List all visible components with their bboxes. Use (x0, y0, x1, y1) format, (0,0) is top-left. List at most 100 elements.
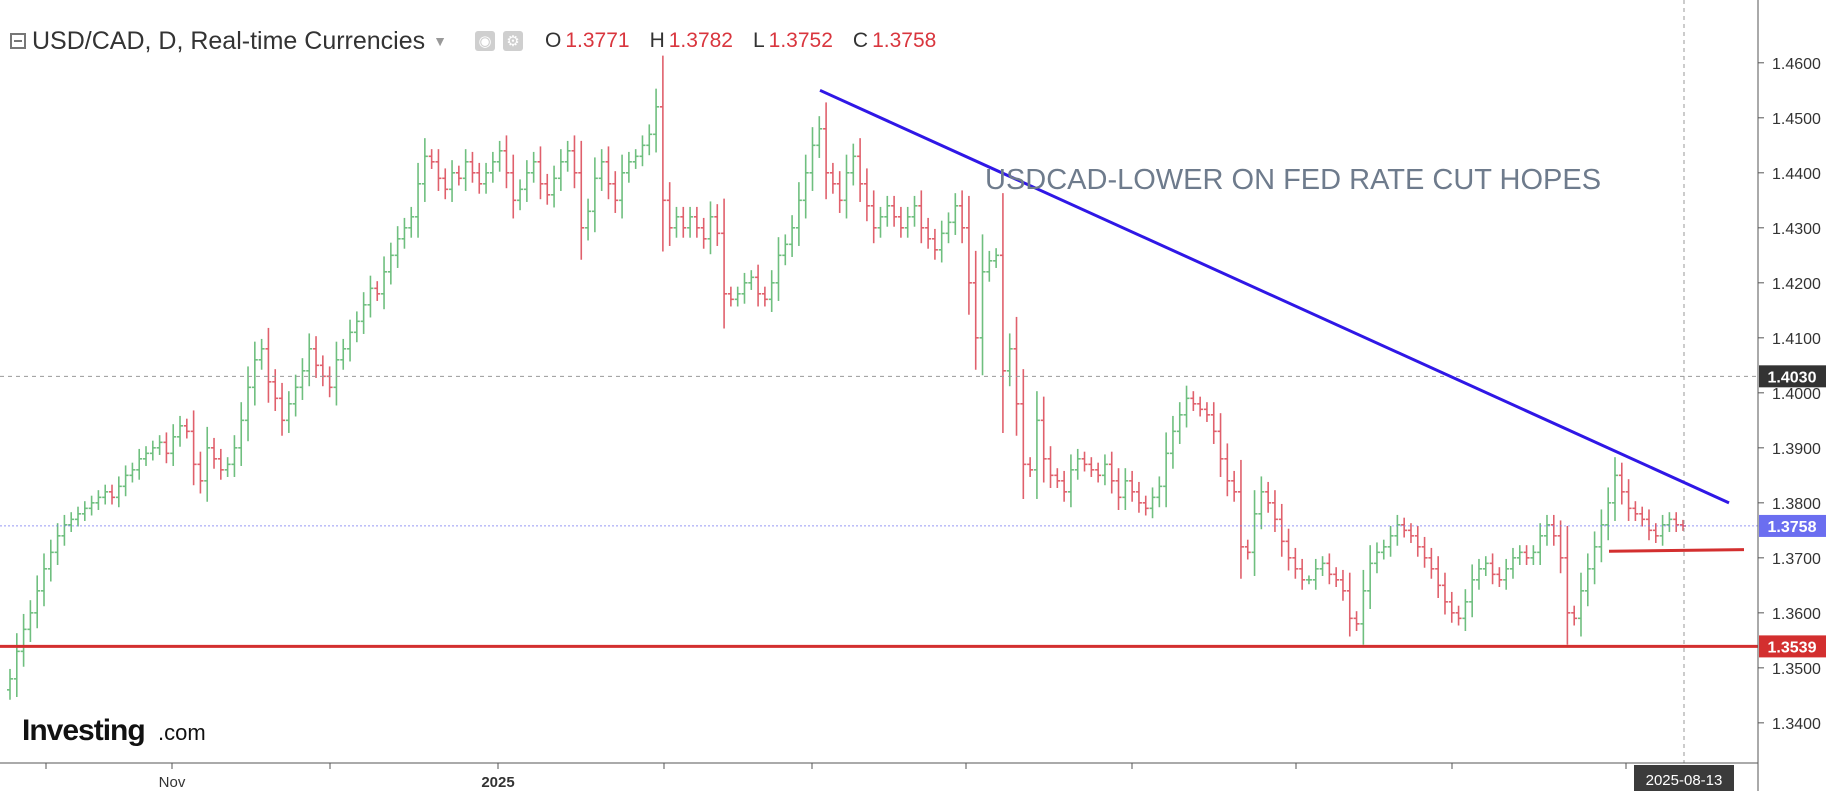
ohlc-bar[interactable] (129, 462, 136, 483)
ohlc-bar[interactable] (387, 242, 394, 285)
ohlc-bar[interactable] (1095, 462, 1102, 483)
ohlc-bar[interactable] (829, 162, 836, 194)
ohlc-bar[interactable] (68, 512, 75, 532)
ohlc-bar[interactable] (1156, 476, 1163, 508)
ohlc-bar[interactable] (421, 138, 428, 202)
ohlc-bar[interactable] (1673, 512, 1680, 532)
ohlc-bar[interactable] (1251, 490, 1258, 576)
ohlc-bar[interactable] (313, 336, 320, 378)
ohlc-bar[interactable] (449, 160, 456, 202)
ohlc-bar[interactable] (1516, 545, 1523, 565)
ohlc-bar[interactable] (1428, 547, 1435, 579)
ohlc-bar[interactable] (768, 270, 775, 312)
ohlc-bar[interactable] (428, 149, 435, 169)
ohlc-bar[interactable] (1503, 558, 1510, 590)
ohlc-bar[interactable] (578, 140, 585, 260)
ohlc-bar[interactable] (1455, 605, 1462, 626)
ohlc-bar[interactable] (761, 286, 768, 307)
ohlc-bar[interactable] (1176, 402, 1183, 444)
ohlc-bar[interactable] (918, 190, 925, 244)
ohlc-bar[interactable] (122, 465, 129, 497)
ohlc-bar[interactable] (245, 366, 252, 442)
ohlc-bar[interactable] (109, 484, 116, 505)
ohlc-bar[interactable] (435, 149, 442, 191)
ohlc-bar[interactable] (972, 250, 979, 370)
ohlc-bar[interactable] (156, 435, 163, 455)
ohlc-bar[interactable] (1482, 556, 1489, 576)
ohlc-bar[interactable] (809, 127, 816, 191)
ohlc-bar[interactable] (986, 250, 993, 282)
chevron-down-icon[interactable]: ▼ (433, 33, 447, 49)
ohlc-bar[interactable] (299, 358, 306, 400)
ohlc-bar[interactable] (27, 600, 34, 642)
ohlc-bar[interactable] (374, 281, 381, 301)
ohlc-bar[interactable] (687, 206, 694, 238)
ohlc-bar[interactable] (1373, 542, 1380, 574)
ohlc-bar[interactable] (904, 206, 911, 238)
ohlc-bar[interactable] (1244, 539, 1251, 560)
ohlc-bar[interactable] (1489, 553, 1496, 585)
ohlc-bar[interactable] (265, 327, 272, 403)
ohlc-bar[interactable] (700, 217, 707, 249)
ohlc-bar[interactable] (802, 154, 809, 219)
ohlc-bar[interactable] (279, 382, 286, 436)
ohlc-bar[interactable] (795, 182, 802, 246)
ohlc-bar[interactable] (564, 140, 571, 172)
ohlc-bar[interactable] (877, 206, 884, 238)
ohlc-bar[interactable] (1101, 454, 1108, 486)
ohlc-bar[interactable] (891, 195, 898, 227)
ohlc-bar[interactable] (1006, 333, 1013, 387)
ohlc-bar[interactable] (1584, 553, 1591, 607)
ohlc-bar[interactable] (347, 319, 354, 362)
ohlc-bar[interactable] (340, 338, 347, 370)
ohlc-bar[interactable] (673, 206, 680, 238)
ohlc-bar[interactable] (455, 165, 462, 186)
ohlc-bar[interactable] (1108, 451, 1115, 494)
ohlc-bar[interactable] (1394, 514, 1401, 546)
ohlc-bar[interactable] (639, 135, 646, 167)
ohlc-bar[interactable] (81, 501, 88, 521)
ohlc-bar[interactable] (1435, 556, 1442, 598)
ohlc-bar[interactable] (571, 135, 578, 189)
ohlc-bar[interactable] (75, 506, 82, 527)
ohlc-bar[interactable] (1496, 567, 1503, 587)
ohlc-bar[interactable] (1278, 503, 1285, 557)
ohlc-bar[interactable] (993, 248, 1000, 268)
ohlc-bar[interactable] (1645, 509, 1652, 541)
ohlc-bar[interactable] (217, 448, 224, 480)
ohlc-bar[interactable] (1115, 468, 1122, 510)
ohlc-bar[interactable] (1360, 569, 1367, 645)
ohlc-bar[interactable] (360, 292, 367, 334)
ohlc-bar[interactable] (54, 523, 61, 565)
eye-icon[interactable]: ◉ (475, 31, 495, 51)
ohlc-bar[interactable] (666, 182, 673, 246)
ohlc-bar[interactable] (95, 490, 102, 510)
ohlc-bar[interactable] (1469, 564, 1476, 618)
ohlc-bar[interactable] (1326, 553, 1333, 585)
ohlc-bar[interactable] (1659, 514, 1666, 546)
ohlc-bar[interactable] (775, 237, 782, 301)
ohlc-bar[interactable] (619, 154, 626, 219)
ohlc-bar[interactable] (789, 215, 796, 257)
ohlc-bar[interactable] (1047, 446, 1054, 488)
ohlc-bar[interactable] (1564, 525, 1571, 645)
ohlc-bar[interactable] (47, 539, 54, 582)
ohlc-bar[interactable] (1537, 523, 1544, 565)
ohlc-bar[interactable] (415, 162, 422, 238)
ohlc-bar[interactable] (353, 311, 360, 343)
ohlc-bar[interactable] (197, 451, 204, 494)
ohlc-bar[interactable] (367, 275, 374, 318)
short-support-line[interactable] (1608, 548, 1745, 553)
ohlc-bar[interactable] (483, 162, 490, 194)
ohlc-bar[interactable] (1081, 451, 1088, 472)
ohlc-bar[interactable] (605, 146, 612, 200)
ohlc-bar[interactable] (530, 151, 537, 183)
ohlc-bar[interactable] (394, 226, 401, 268)
ohlc-bar[interactable] (1224, 443, 1231, 497)
ohlc-bar[interactable] (1237, 459, 1244, 579)
ohlc-bar[interactable] (727, 286, 734, 307)
ohlc-bar[interactable] (823, 102, 830, 200)
ohlc-bar[interactable] (1149, 487, 1156, 519)
ohlc-bar[interactable] (653, 88, 660, 153)
